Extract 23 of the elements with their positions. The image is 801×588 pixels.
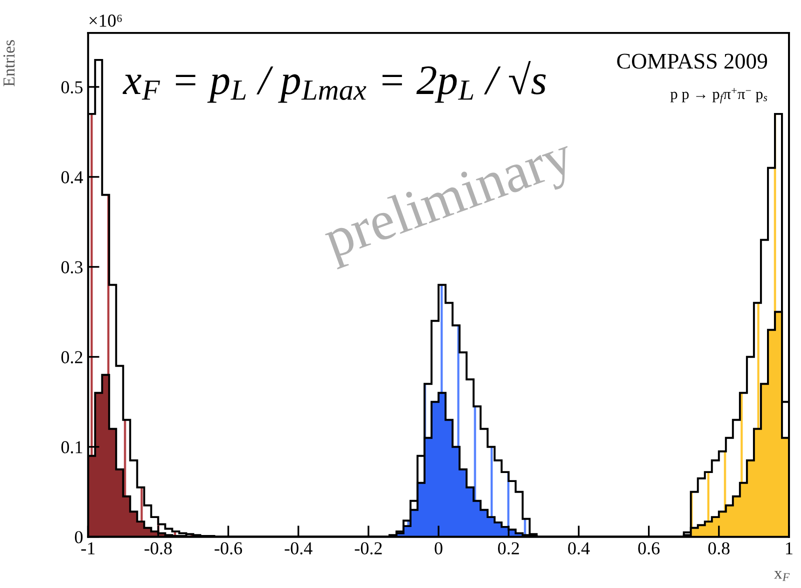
x-tick-label: 0.8 — [708, 542, 730, 554]
annotation: p p → p$_{f}$π$^{+}$π$^{−}$ p$_{s}$ — [670, 88, 768, 104]
x-axis-title: x$_{F}$ — [774, 570, 790, 581]
y-tick-label: 0.1 — [61, 441, 82, 454]
x-tick-label: -0.4 — [284, 542, 312, 554]
y-tick-label: 0.5 — [61, 81, 83, 94]
y-axis-title: Entries — [3, 40, 15, 86]
x-tick-label: 0.4 — [568, 542, 590, 554]
x-tick-label: -0.6 — [214, 542, 242, 554]
x-tick-label: -0.2 — [354, 542, 382, 554]
x-tick-label: -1 — [81, 542, 95, 554]
annotation: COMPASS 2009 — [617, 54, 768, 69]
y-tick-label: 0.4 — [61, 171, 83, 184]
text: x$_{F}$ = p$_{L}$ / p$_{Lmax}$ = 2p$_{L}$ / √s — [122, 60, 546, 103]
y-tick-label: 0 — [74, 531, 83, 544]
text: ×10⁶ — [90, 14, 122, 27]
y-tick-label: 0.3 — [61, 261, 83, 274]
x-tick-label: 0 — [434, 542, 442, 554]
y-tick-label: 0.2 — [61, 351, 82, 364]
x-tick-label: 1 — [786, 542, 792, 554]
x-tick-label: 0.2 — [498, 542, 519, 554]
x-tick-label: 0.6 — [638, 542, 660, 554]
x-tick-label: -0.8 — [144, 542, 172, 554]
